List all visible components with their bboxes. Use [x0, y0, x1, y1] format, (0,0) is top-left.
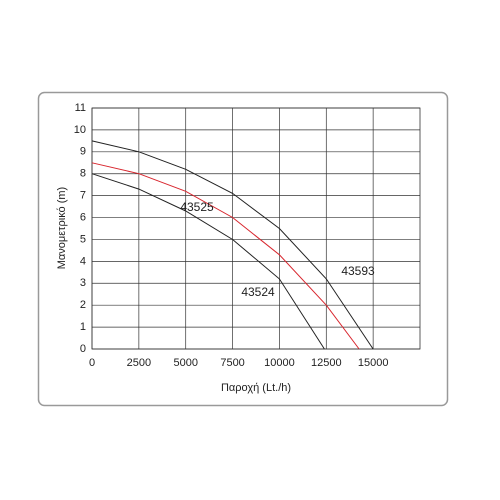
- curve: [91, 140, 374, 350]
- y-tick-label: 6: [80, 211, 86, 223]
- y-tick-label: 11: [75, 102, 86, 114]
- curve: [91, 162, 360, 350]
- x-tick-label: 12500: [311, 357, 342, 369]
- y-tick-label: 7: [80, 190, 86, 202]
- y-tick-label: 0: [80, 343, 86, 355]
- y-tick-label: 1: [80, 321, 86, 333]
- y-tick-label: 3: [80, 277, 86, 289]
- y-tick-label: 9: [80, 146, 86, 158]
- x-tick-label: 10000: [264, 357, 295, 369]
- x-tick-label: 7500: [220, 357, 244, 369]
- plot-area: [91, 107, 421, 350]
- y-tick-label: 4: [80, 255, 86, 267]
- x-tick-label: 15000: [358, 357, 389, 369]
- chart-frame: [37, 91, 449, 407]
- curve: [91, 173, 325, 350]
- x-tick-label: 5000: [173, 357, 197, 369]
- x-tick-label: 0: [89, 357, 95, 369]
- x-tick-label: 2500: [127, 357, 151, 369]
- series-label: 43593: [341, 264, 375, 278]
- y-tick-label: 2: [80, 299, 86, 311]
- y-tick-label: 10: [74, 124, 86, 136]
- y-tick-label: 5: [80, 233, 86, 245]
- x-axis-label: Παροχή (Lt./h): [221, 382, 291, 394]
- y-axis-label: Μανομετρικό (m): [56, 187, 68, 269]
- series-label: 43524: [241, 285, 275, 299]
- series-label: 43525: [180, 200, 214, 214]
- y-tick-label: 8: [80, 168, 86, 180]
